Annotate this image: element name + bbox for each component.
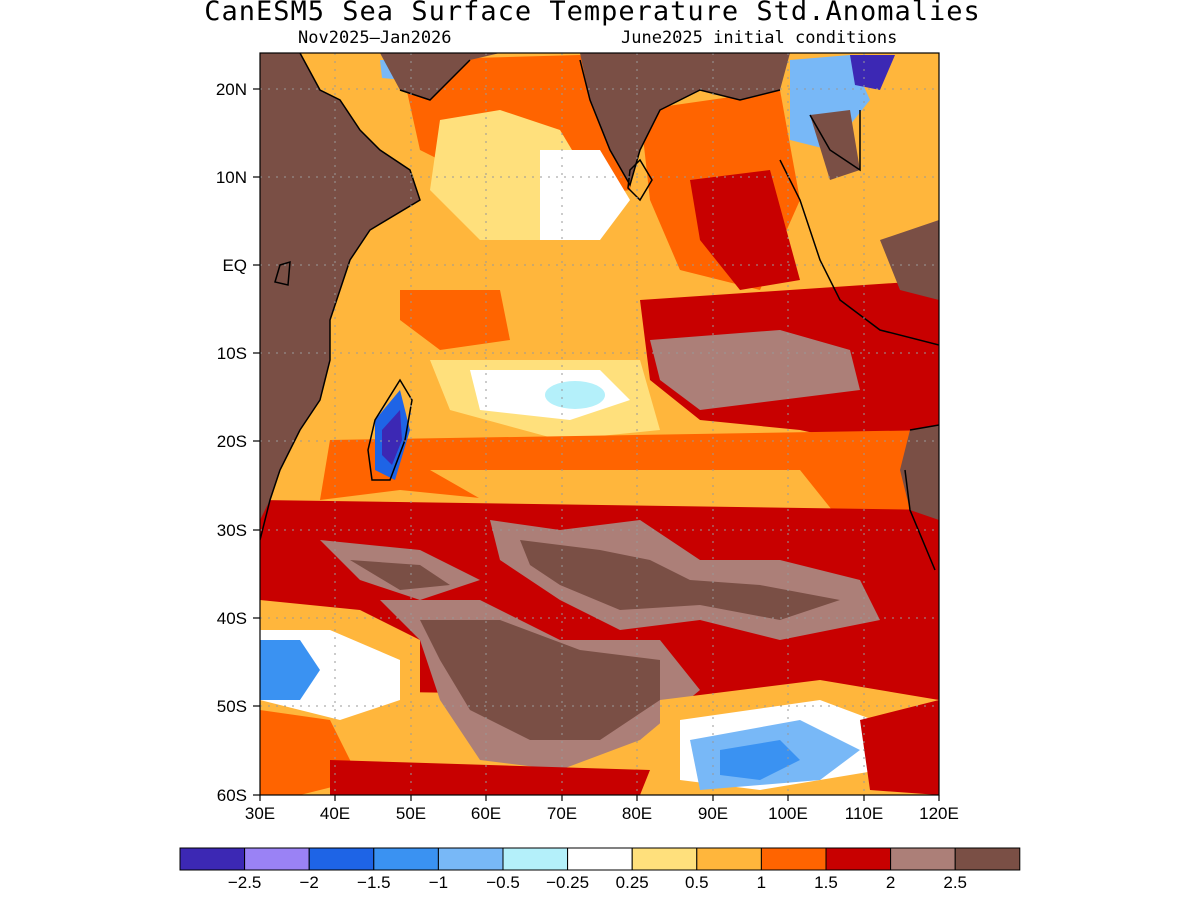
lat-label-eq: EQ bbox=[222, 256, 247, 275]
arabian-sea-white bbox=[540, 150, 630, 240]
south-china-sea-very-cool bbox=[850, 55, 895, 90]
colorbar-label: 2.5 bbox=[943, 873, 967, 892]
colorbar-label: 1.5 bbox=[814, 873, 838, 892]
southern-very-high-streak bbox=[520, 540, 840, 620]
lat-label-10n: 10N bbox=[216, 168, 247, 187]
eastern-high-anomaly bbox=[650, 330, 860, 410]
colorbar-label: −0.25 bbox=[546, 873, 589, 892]
se-corner-red bbox=[860, 700, 939, 795]
colorbar-swatch bbox=[567, 847, 633, 871]
indian-subcontinent-land bbox=[580, 53, 790, 185]
colorbar-swatch bbox=[825, 847, 892, 871]
colorbar-label: −2.5 bbox=[228, 873, 262, 892]
colorbar-swatch bbox=[502, 847, 569, 871]
equatorial-orange bbox=[400, 290, 510, 350]
lon-label-30e: 30E bbox=[245, 804, 275, 823]
africa-land bbox=[260, 53, 420, 520]
colorbar-swatch bbox=[437, 847, 504, 871]
colorbar-label: 0.5 bbox=[685, 873, 709, 892]
central-cool bbox=[545, 381, 605, 409]
lat-label-30s: 30S bbox=[217, 521, 247, 540]
southern-edge-red bbox=[330, 760, 650, 795]
colorbar-swatch bbox=[179, 847, 246, 871]
madagascar-very-cool bbox=[382, 410, 402, 465]
sw-very-high-streak bbox=[350, 560, 450, 590]
forecast-period: Nov2025–Jan2026 bbox=[298, 28, 452, 48]
colorbar-label: 1 bbox=[757, 873, 766, 892]
borneo-land bbox=[880, 220, 939, 300]
map-frame bbox=[259, 52, 940, 796]
colorbar-swatch bbox=[631, 847, 698, 871]
lat-label-20s: 20S bbox=[217, 432, 247, 451]
colorbar-label: 2 bbox=[886, 873, 895, 892]
colorbar-swatch bbox=[244, 847, 310, 871]
arabia-land bbox=[260, 53, 500, 100]
graticule bbox=[260, 53, 939, 795]
lon-label-120e: 120E bbox=[919, 804, 959, 823]
coastlines bbox=[260, 53, 939, 571]
colorbar-label: 0.25 bbox=[616, 873, 649, 892]
colorbar-swatch bbox=[373, 847, 439, 871]
initial-conditions: June2025 initial conditions bbox=[621, 28, 898, 48]
lon-label-90e: 90E bbox=[698, 804, 728, 823]
lat-label-40s: 40S bbox=[217, 609, 247, 628]
colorbar-swatch bbox=[890, 847, 956, 871]
colorbar-swatch bbox=[696, 847, 762, 871]
anomaly-field bbox=[260, 53, 939, 795]
map-title: CanESM5 Sea Surface Temperature Std.Anom… bbox=[204, 0, 981, 27]
colorbar-label: −2 bbox=[300, 873, 319, 892]
colorbar-label: −1 bbox=[429, 873, 448, 892]
colorbar-swatch bbox=[760, 847, 827, 871]
lon-label-80e: 80E bbox=[622, 804, 652, 823]
andaman-sea-anomaly bbox=[690, 170, 800, 290]
colorbar: −2.5 −2 −1.5 −1 −0.5 −0.25 0.25 0.5 1 1.5 2 2.5 bbox=[179, 847, 1021, 892]
colorbar-swatch bbox=[954, 847, 1021, 871]
longitude-axis: 30E 40E 50E 60E 70E 80E 90E 100E 110E 12… bbox=[245, 795, 959, 823]
lon-label-40e: 40E bbox=[320, 804, 350, 823]
lon-label-60e: 60E bbox=[471, 804, 501, 823]
colorbar-label: −1.5 bbox=[357, 873, 391, 892]
sw-cool bbox=[260, 640, 320, 700]
lat-label-50s: 50S bbox=[217, 697, 247, 716]
lat-label-10s: 10S bbox=[217, 344, 247, 363]
australia-land bbox=[900, 425, 939, 520]
lon-label-110e: 110E bbox=[845, 804, 883, 823]
lon-label-50e: 50E bbox=[396, 804, 426, 823]
south-china-sea-cool bbox=[790, 55, 870, 150]
lon-label-100e: 100E bbox=[768, 804, 808, 823]
se-cool-core bbox=[720, 740, 800, 780]
lat-label-20n: 20N bbox=[216, 80, 247, 99]
south-central-very-high bbox=[420, 620, 660, 740]
latitude-axis: 20N 10N EQ 10S 20S 30S 40S 50S 60S bbox=[216, 80, 260, 805]
lat-label-60s: 60S bbox=[217, 786, 247, 805]
lon-label-70e: 70E bbox=[547, 804, 577, 823]
colorbar-swatch bbox=[308, 847, 375, 871]
colorbar-label: −0.5 bbox=[486, 873, 520, 892]
